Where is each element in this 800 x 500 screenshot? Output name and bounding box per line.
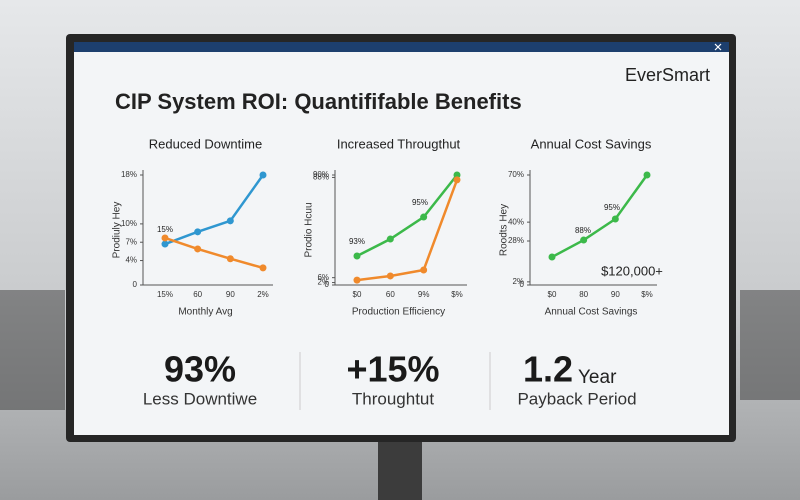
chart-title: Reduced Downtime — [149, 136, 262, 151]
y-tick-label: 7% — [125, 237, 137, 246]
data-point — [226, 217, 234, 225]
data-point — [353, 252, 361, 260]
data-point — [259, 171, 267, 179]
brand-logo: EverSmart — [625, 65, 710, 85]
blurred-chair — [740, 290, 800, 400]
y-tick-label: 4% — [125, 256, 137, 265]
annotation: 95% — [604, 203, 620, 212]
annotation: 88% — [575, 226, 591, 235]
x-tick-label: 60 — [193, 290, 202, 299]
annotation: $120,000+ — [601, 263, 663, 278]
data-point — [194, 228, 202, 236]
x-tick-label: 2% — [257, 290, 269, 299]
data-point — [259, 264, 267, 272]
y-tick-label: 90% — [313, 170, 329, 179]
y-tick-label: 18% — [121, 170, 137, 179]
kpi-label: Payback Period — [517, 389, 636, 408]
chart-title: Annual Cost Savings — [531, 136, 652, 151]
series-line — [164, 174, 265, 246]
data-point — [161, 240, 169, 248]
y-tick-label: 70% — [508, 170, 524, 179]
y-tick-label: 6% — [317, 273, 329, 282]
x-axis-label: Monthly Avg — [178, 307, 232, 318]
x-tick-label: 80 — [579, 290, 588, 299]
x-tick-label: $% — [451, 290, 463, 299]
data-point — [420, 266, 428, 274]
y-tick-label: 0 — [325, 280, 330, 289]
y-tick-label: 28% — [508, 236, 524, 245]
data-point — [580, 236, 588, 244]
data-point — [226, 255, 234, 263]
y-tick-label: 2% — [317, 278, 329, 287]
x-tick-label: 9% — [418, 290, 430, 299]
x-axis-label: Production Efficiency — [352, 307, 445, 318]
kpi-value: +15% — [346, 349, 439, 390]
y-tick-label: 10% — [121, 219, 137, 228]
x-tick-label: $% — [641, 290, 653, 299]
kpi-value: 1.2 — [523, 349, 573, 390]
series-line — [551, 174, 649, 259]
monitor-stand — [378, 440, 422, 500]
data-point — [548, 253, 556, 261]
data-point — [611, 215, 619, 223]
kpi-label: Throughtut — [352, 389, 434, 408]
y-axis-label: Roodts Hey — [499, 204, 510, 256]
series-line — [356, 179, 459, 282]
page-title: CIP System ROI: Quantififable Benefits — [115, 89, 522, 114]
data-point — [453, 171, 461, 179]
series-line — [164, 236, 264, 270]
x-tick-label: $0 — [548, 290, 557, 299]
data-point — [161, 234, 169, 242]
y-tick-label: 0 — [520, 280, 525, 289]
y-tick-label: 0 — [133, 280, 138, 289]
kpi-unit: Year — [578, 367, 617, 388]
y-axis-label: Prodio Hcuu — [304, 202, 315, 257]
x-tick-label: 15% — [157, 290, 173, 299]
data-point — [386, 272, 394, 280]
annotation: 15% — [157, 225, 173, 234]
y-tick-label: 88% — [313, 173, 329, 182]
data-point — [453, 176, 461, 184]
close-icon[interactable] — [714, 43, 722, 51]
data-point — [194, 245, 202, 253]
x-tick-label: 90 — [611, 290, 620, 299]
x-axis-label: Annual Cost Savings — [545, 307, 638, 318]
data-point — [643, 171, 651, 179]
kpi-value: 93% — [164, 349, 236, 390]
annotation: 93% — [349, 237, 365, 246]
blurred-chair — [0, 290, 65, 410]
y-tick-label: 40% — [508, 217, 524, 226]
y-axis-label: Prodiuly Hey — [112, 202, 123, 259]
series-line — [356, 174, 458, 258]
chart-title: Increased Througthut — [337, 136, 461, 151]
data-point — [420, 213, 428, 221]
x-tick-label: $0 — [353, 290, 362, 299]
data-point — [353, 276, 361, 284]
window-bar — [74, 42, 729, 52]
data-point — [386, 235, 394, 243]
y-tick-label: 2% — [512, 277, 524, 286]
kpi-label: Less Downtiwe — [143, 389, 257, 408]
annotation: 95% — [412, 198, 428, 207]
x-tick-label: 60 — [386, 290, 395, 299]
x-tick-label: 90 — [226, 290, 235, 299]
